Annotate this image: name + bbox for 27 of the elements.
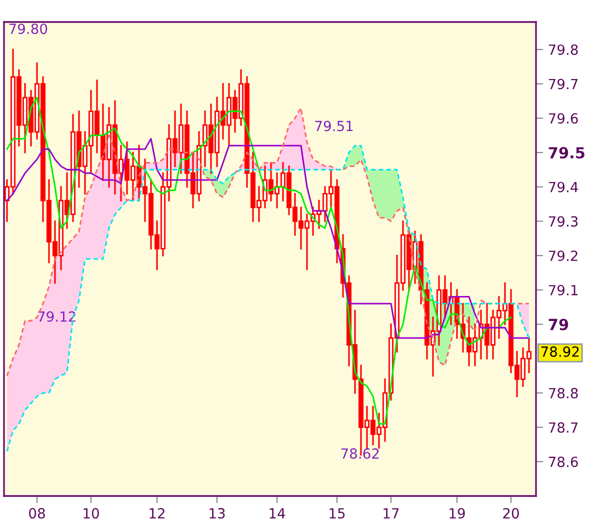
- x-tick-label: 17: [384, 508, 399, 518]
- y-tick-label: 79.6: [548, 113, 578, 124]
- x-tick-label: 13: [210, 508, 225, 519]
- y-tick-label: 79.5: [548, 147, 584, 159]
- y-tick-label: 79.8: [548, 44, 578, 55]
- annotation: 79.80: [9, 24, 48, 34]
- x-tick-label: 19: [450, 508, 465, 519]
- x-tick-label: 08: [29, 508, 45, 519]
- x-tick-label: 14: [270, 508, 286, 518]
- x-tick-label: 20: [503, 508, 519, 519]
- y-tick-label: 79.3: [548, 216, 578, 227]
- annotation: 79.12: [38, 311, 76, 322]
- y-tick-label: 79.2: [548, 250, 578, 262]
- x-tick-label: 12: [150, 508, 164, 518]
- y-tick-label: 79: [548, 318, 568, 330]
- x-tick-label: 15: [330, 508, 345, 519]
- y-tick-label: 79.1: [548, 284, 578, 296]
- x-tick-label: 10: [84, 508, 99, 519]
- annotation: 79.51: [315, 120, 353, 132]
- text: 78.92: [541, 346, 579, 357]
- y-tick-label: 79.4: [548, 182, 578, 192]
- y-tick-label: 78.7: [548, 422, 578, 433]
- y-tick-label: 79.7: [548, 78, 578, 90]
- line-series: [6, 107, 530, 377]
- y-tick-label: 78.8: [548, 388, 578, 398]
- y-tick-label: 78.6: [548, 456, 578, 468]
- annotation: 78.62: [341, 448, 379, 459]
